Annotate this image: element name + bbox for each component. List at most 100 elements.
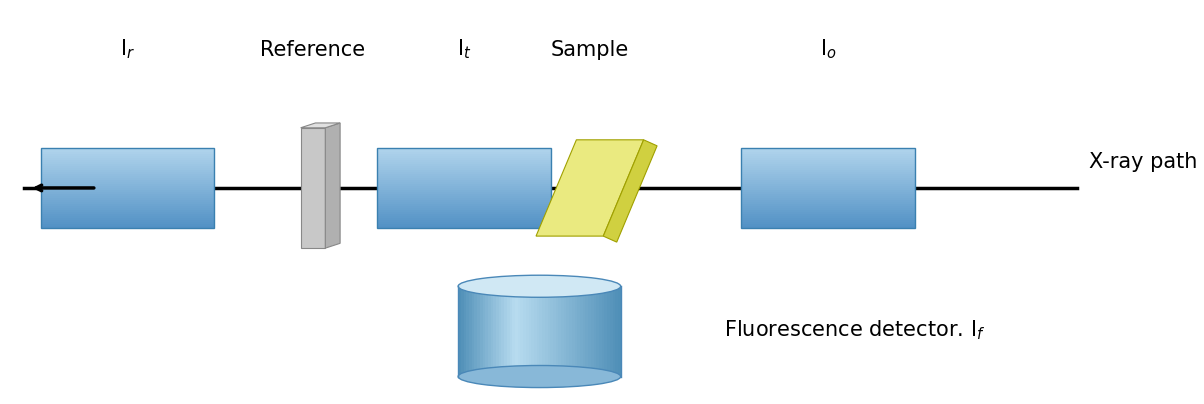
Text: I$_t$: I$_t$ [458, 38, 472, 61]
Bar [41, 202, 214, 204]
Bar [41, 194, 214, 196]
Bar [466, 286, 470, 377]
Bar [41, 216, 214, 218]
Bar [474, 286, 477, 377]
Bar [377, 166, 550, 168]
Bar [742, 164, 915, 166]
Bar [377, 158, 550, 160]
Bar [377, 216, 550, 218]
Bar [742, 168, 915, 170]
Polygon shape [325, 123, 340, 248]
Bar [377, 224, 550, 226]
Bar [470, 286, 472, 377]
Bar [41, 198, 214, 200]
Bar [480, 286, 483, 377]
Bar [41, 158, 214, 160]
Bar [742, 154, 915, 156]
Bar [377, 212, 550, 214]
Bar [559, 286, 561, 377]
Bar [41, 210, 214, 212]
Bar [742, 174, 915, 176]
Bar [377, 186, 550, 188]
Bar [544, 286, 548, 377]
Bar [742, 198, 915, 200]
Bar [377, 188, 550, 190]
Bar [574, 286, 577, 377]
Bar [742, 224, 915, 226]
Bar [377, 214, 550, 216]
Bar [472, 286, 474, 377]
Bar [41, 172, 214, 174]
Bar [377, 152, 550, 154]
Bar [742, 220, 915, 222]
Bar [41, 212, 214, 214]
Bar [742, 188, 915, 190]
Bar [742, 208, 915, 210]
Text: I$_r$: I$_r$ [120, 38, 136, 61]
Bar [377, 218, 550, 220]
Bar [742, 196, 915, 198]
Bar [550, 286, 553, 377]
Bar [742, 156, 915, 158]
Bar [609, 286, 613, 377]
Bar [377, 164, 550, 166]
Bar [502, 286, 504, 377]
Bar [377, 182, 550, 184]
Bar [572, 286, 574, 377]
Bar [518, 286, 520, 377]
Bar [588, 286, 591, 377]
Polygon shape [536, 140, 644, 236]
Bar [41, 226, 214, 228]
Bar [41, 206, 214, 208]
Bar [563, 286, 566, 377]
Bar [561, 286, 563, 377]
Bar [531, 286, 535, 377]
Bar [529, 286, 531, 377]
Bar [742, 176, 915, 178]
Bar [513, 286, 515, 377]
Bar [41, 156, 214, 158]
Polygon shape [603, 140, 657, 242]
Bar [604, 286, 607, 377]
Bar [41, 224, 214, 226]
Bar [483, 286, 485, 377]
Bar [742, 178, 915, 180]
Bar [377, 222, 550, 224]
Bar [742, 204, 915, 206]
Bar [377, 192, 550, 194]
Bar [485, 286, 488, 377]
Bar [577, 286, 580, 377]
Bar [377, 208, 550, 210]
Bar [496, 286, 498, 377]
Bar [742, 214, 915, 216]
Bar [524, 286, 526, 377]
Bar [742, 158, 915, 160]
Bar [41, 214, 214, 216]
Bar [41, 186, 214, 188]
Bar [742, 172, 915, 174]
Bar [591, 286, 594, 377]
Bar [539, 286, 542, 377]
Bar [742, 150, 915, 152]
Bar [41, 176, 214, 178]
Bar [41, 178, 214, 180]
Bar [742, 166, 915, 168]
Bar [742, 186, 915, 188]
Bar [566, 286, 569, 377]
Bar [526, 286, 529, 377]
Bar [41, 188, 214, 190]
Bar [377, 160, 550, 162]
Bar [41, 168, 214, 170]
Bar [569, 286, 572, 377]
Bar [477, 286, 480, 377]
Bar [491, 286, 494, 377]
Bar [594, 286, 596, 377]
Bar [41, 166, 214, 168]
Bar [41, 182, 214, 184]
Bar [742, 152, 915, 154]
Ellipse shape [459, 275, 620, 297]
Bar [377, 156, 550, 158]
Bar [41, 148, 214, 150]
Bar [41, 196, 214, 198]
Bar [742, 194, 915, 196]
